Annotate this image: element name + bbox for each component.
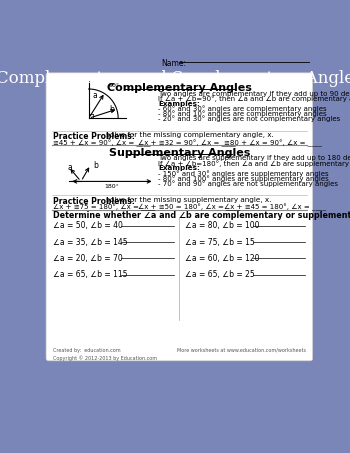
Text: Complementary and Supplementary Angles: Complementary and Supplementary Angles: [0, 70, 350, 87]
Text: Created by:  education.com
Copyright © 2012-2013 by Education.com: Created by: education.com Copyright © 20…: [53, 348, 157, 361]
Text: Determine whether ∠a and ∠b are complementary or supplementary.: Determine whether ∠a and ∠b are compleme…: [53, 212, 350, 221]
Text: 90°: 90°: [109, 83, 120, 88]
Text: Complementary Angles: Complementary Angles: [107, 83, 252, 93]
Text: ∠a = 60, ∠b = 120: ∠a = 60, ∠b = 120: [185, 254, 259, 263]
Text: - 150° and 30° angles are supplementary angles: - 150° and 30° angles are supplementary …: [159, 170, 329, 177]
Text: solve for the missing supplementary angle, x.: solve for the missing supplementary angl…: [104, 197, 272, 203]
Text: ∠a = 20, ∠b = 70: ∠a = 20, ∠b = 70: [53, 254, 123, 263]
Text: - 80° and 100° angles are supplementary angles: - 80° and 100° angles are supplementary …: [159, 175, 329, 182]
Text: Two angles are complementary if they add up to 90 degrees (a right angle).: Two angles are complementary if they add…: [159, 91, 350, 97]
Text: ∠a = 65, ∠b = 115: ∠a = 65, ∠b = 115: [53, 270, 127, 279]
Text: - 60° and 30° angles are complementary angles: - 60° and 30° angles are complementary a…: [159, 105, 327, 112]
Text: ≅80 + ∠x = 90°, ∠x = ____: ≅80 + ∠x = 90°, ∠x = ____: [224, 139, 321, 146]
Text: Examples:: Examples:: [159, 101, 200, 106]
Text: ≅45 + ∠x = 90°, ∠x = ____: ≅45 + ∠x = 90°, ∠x = ____: [53, 139, 150, 146]
Text: b: b: [93, 160, 98, 169]
Text: ∠a = 65, ∠b = 25: ∠a = 65, ∠b = 25: [185, 270, 254, 279]
Text: Practice Problems:: Practice Problems:: [53, 197, 135, 206]
FancyBboxPatch shape: [46, 73, 313, 361]
Text: ∠a = 75, ∠b = 15: ∠a = 75, ∠b = 15: [185, 238, 254, 246]
Text: More worksheets at www.education.com/worksheets: More worksheets at www.education.com/wor…: [177, 348, 306, 353]
Text: If ∠a + ∠b=180°, then ∠a and ∠b are supplementary angles.: If ∠a + ∠b=180°, then ∠a and ∠b are supp…: [159, 160, 350, 167]
Text: - 20° and 30° angles are not complementary angles: - 20° and 30° angles are not complementa…: [159, 115, 341, 122]
Text: - 70° and 90° angles are not supplementary angles: - 70° and 90° angles are not supplementa…: [159, 180, 338, 187]
Text: Name:: Name:: [162, 59, 187, 68]
Text: ∠a = 50, ∠b = 40: ∠a = 50, ∠b = 40: [53, 222, 123, 231]
Text: ∠x + ≅75 = 180°, ∠x = ____: ∠x + ≅75 = 180°, ∠x = ____: [53, 204, 155, 211]
Text: a: a: [67, 163, 72, 172]
Text: Practice Problems:: Practice Problems:: [53, 132, 135, 141]
Text: 180°: 180°: [104, 183, 119, 188]
Text: ∠x + ≅32 = 90°, ∠x = ____: ∠x + ≅32 = 90°, ∠x = ____: [138, 139, 236, 146]
Text: ∠x + ≅50 = 180°, ∠x = ____: ∠x + ≅50 = 180°, ∠x = ____: [138, 204, 240, 211]
Text: ∠a = 80, ∠b = 100: ∠a = 80, ∠b = 100: [185, 222, 259, 231]
Text: ∠a = 35, ∠b = 145: ∠a = 35, ∠b = 145: [53, 238, 128, 246]
Text: ∠x + ≅45 = 180°, ∠x = ____: ∠x + ≅45 = 180°, ∠x = ____: [224, 204, 326, 211]
Text: a: a: [92, 91, 97, 100]
Text: b: b: [110, 105, 114, 114]
Text: Two angles are supplementary if they add up to 180 degrees.: Two angles are supplementary if they add…: [159, 155, 350, 161]
Text: If ∠a + ∠b=90°, then ∠a and ∠b are complementary angles.: If ∠a + ∠b=90°, then ∠a and ∠b are compl…: [159, 95, 350, 102]
Text: - 80° and 10° angles are complementary angles: - 80° and 10° angles are complementary a…: [159, 110, 327, 117]
Text: Examples:: Examples:: [159, 165, 200, 171]
Text: solve for the missing complementary angle, x.: solve for the missing complementary angl…: [104, 132, 274, 138]
Text: Supplementary Angles: Supplementary Angles: [109, 148, 250, 158]
